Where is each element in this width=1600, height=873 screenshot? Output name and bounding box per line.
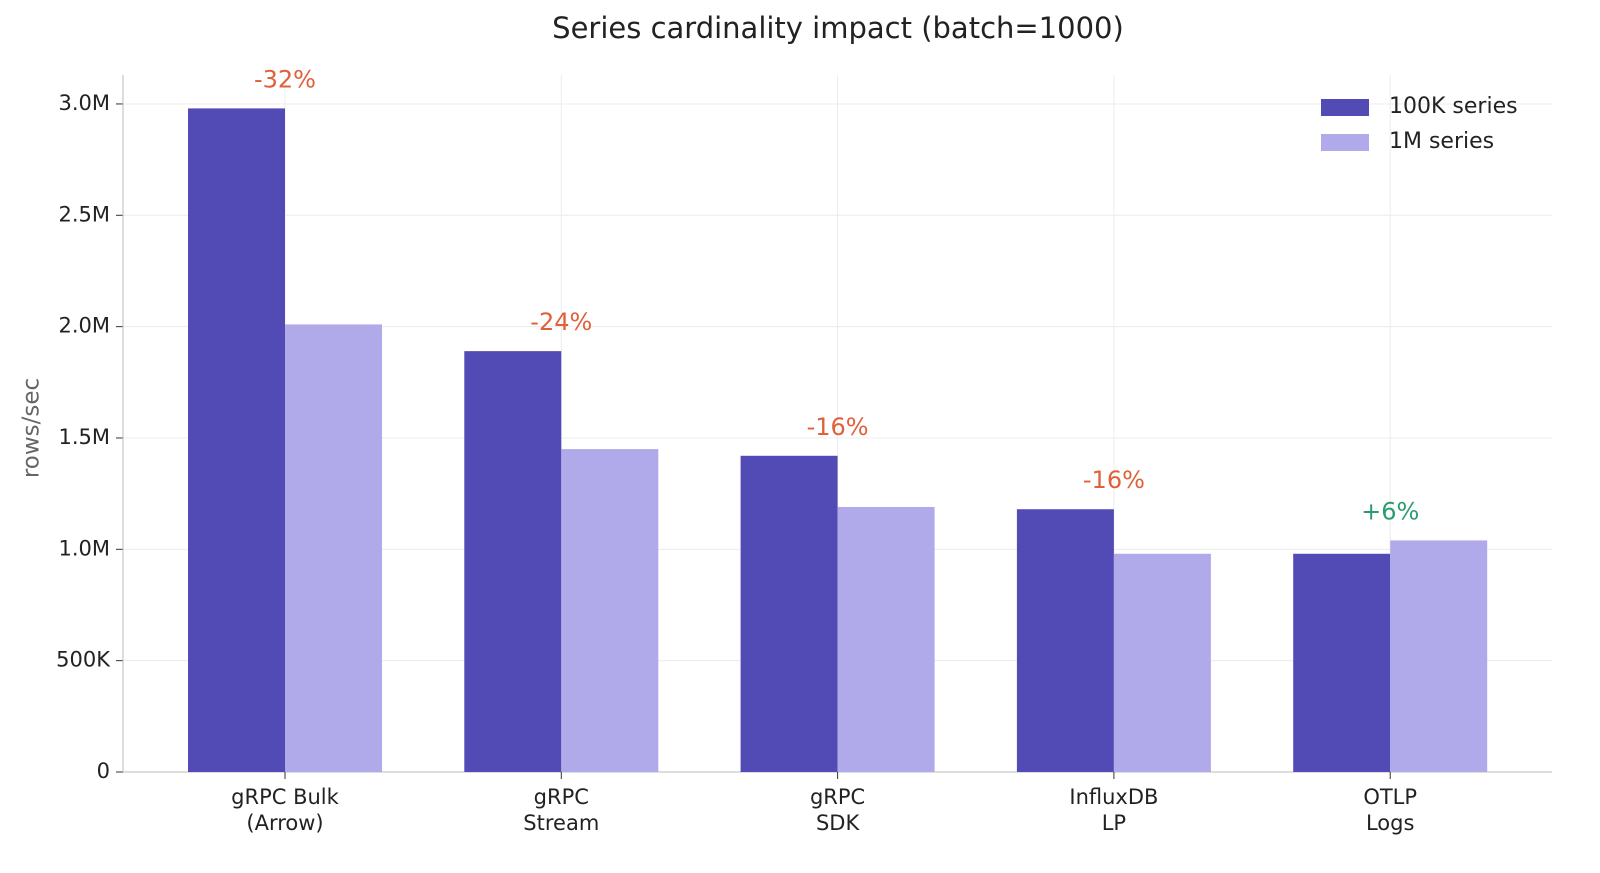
bar <box>285 324 382 772</box>
bar <box>1113 553 1211 772</box>
y-tick-label: 2.0M <box>58 314 110 338</box>
bar <box>1390 540 1488 772</box>
chart-title: Series cardinality impact (batch=1000) <box>552 11 1124 45</box>
annotation: +6% <box>1361 497 1419 525</box>
bar <box>837 507 935 772</box>
y-axis-label: rows/sec <box>19 378 45 478</box>
x-tick-label: gRPC Stream <box>523 785 599 835</box>
bar <box>188 108 285 772</box>
bar <box>561 449 659 772</box>
bar <box>1293 553 1391 772</box>
x-tick-label: gRPC SDK <box>810 785 865 835</box>
bar <box>1016 509 1114 772</box>
legend-swatch <box>1321 99 1369 116</box>
y-tick-label: 3.0M <box>58 91 110 115</box>
legend-label: 100K series <box>1389 94 1518 119</box>
y-tick-label: 2.5M <box>58 202 110 226</box>
y-tick-label: 500K <box>56 648 111 672</box>
y-tick-label: 0 <box>97 759 110 783</box>
y-tick-label: 1.5M <box>58 425 110 449</box>
legend-label: 1M series <box>1389 129 1494 154</box>
bar <box>740 455 838 772</box>
y-tick-label: 1.0M <box>58 536 110 560</box>
annotation: -24% <box>530 308 592 336</box>
x-tick-label: OTLP Logs <box>1363 785 1417 835</box>
x-tick-label: gRPC Bulk (Arrow) <box>231 785 339 835</box>
annotation: -32% <box>254 65 316 93</box>
annotation: -16% <box>807 413 869 441</box>
x-tick-label: InfluxDB LP <box>1069 785 1158 835</box>
annotation: -16% <box>1083 466 1145 494</box>
bar <box>464 351 562 772</box>
legend-swatch <box>1321 134 1369 151</box>
